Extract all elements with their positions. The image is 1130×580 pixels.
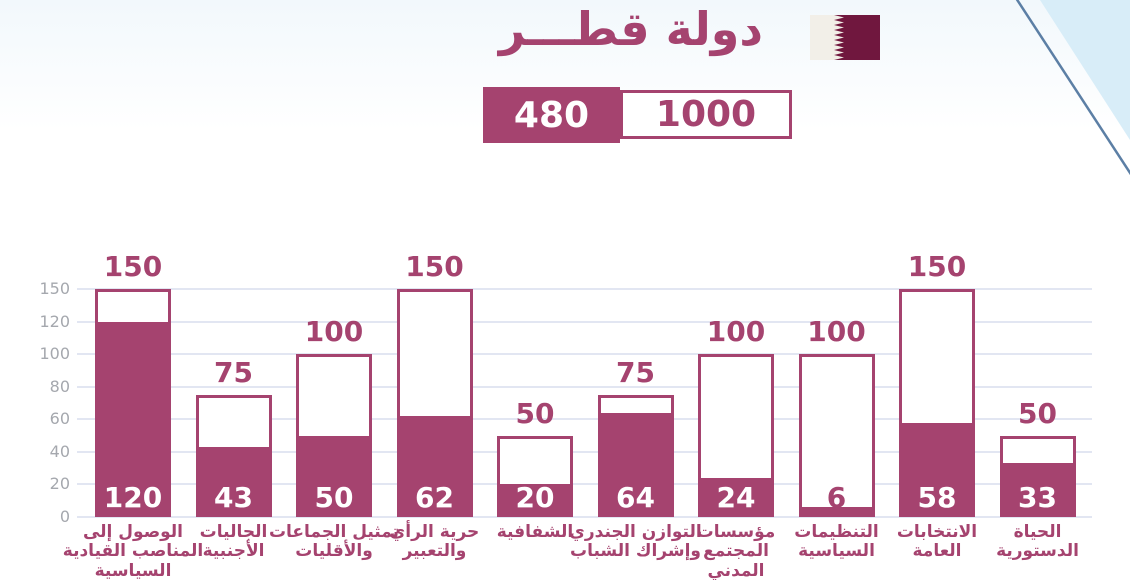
bar-value-label: 64 (616, 481, 655, 514)
qatar-flag-icon (810, 15, 880, 60)
page-title: دولة قطـــر (498, 2, 763, 56)
y-axis-tick-label: 60 (49, 409, 70, 429)
bar-value-label: 120 (103, 481, 163, 514)
bar-value-label: 58 (917, 481, 957, 514)
gridline (77, 288, 1092, 290)
bar-fill (999, 463, 1076, 517)
bar-fill (597, 412, 674, 517)
gridline (77, 320, 1092, 323)
bar-category-label: حرية الرأي والتعبير (389, 522, 480, 562)
gridline (77, 450, 1092, 453)
gridline (77, 385, 1092, 388)
bar-category-label: الشفافية (496, 522, 574, 542)
y-axis-tick-label: 0 (59, 507, 70, 526)
gridline (77, 483, 1092, 486)
y-axis-tick-label: 120 (39, 311, 70, 331)
y-axis-tick-label: 20 (49, 474, 70, 494)
corner-triangle (1040, 0, 1130, 140)
bar-max-label: 100 (304, 315, 364, 349)
score-total: 1000 (620, 90, 792, 139)
y-axis-tick-label: 80 (49, 376, 70, 396)
bar-max-label: 150 (405, 250, 464, 283)
bar-value-label: 62 (415, 481, 454, 514)
bar-fill (798, 507, 875, 517)
bar-category-label: الحياة الدستورية (996, 522, 1079, 562)
bar-max-label: 100 (706, 315, 766, 349)
bar-fill (95, 321, 171, 517)
y-axis-tick-label: 40 (49, 441, 70, 461)
gridline (77, 516, 1092, 518)
bar-value-label: 6 (826, 481, 847, 514)
bar-category-label: مؤسسات المجتمع المدني (696, 522, 776, 580)
bar-category-label: التنظيمات السياسية (794, 522, 879, 562)
bar-category-label: التوازن الجندري وإشراك الشباب (569, 522, 702, 562)
corner-decoration (1015, 0, 1130, 176)
bar-fill (296, 435, 372, 517)
bar-max-label: 75 (214, 355, 253, 389)
bar-fill (497, 484, 573, 517)
gridline (77, 418, 1092, 421)
score-achieved: 480 (483, 87, 620, 143)
bar-max-label: 100 (807, 315, 866, 349)
bar-max-label: 50 (1018, 396, 1057, 430)
bar-category-label: الوصول إلى المناصب القيادية السياسية (62, 522, 204, 580)
y-axis-tick-label: 150 (39, 279, 70, 298)
score-box: 480 1000 (483, 87, 792, 143)
bar-value-label: 43 (214, 481, 253, 514)
bar-max-label: 150 (103, 250, 163, 283)
bar-category-label: الانتخابات العامة (896, 522, 978, 562)
bar-category-label: الجاليات الأجنبية (199, 522, 268, 562)
bar-value-label: 24 (716, 481, 756, 514)
bar-value-label: 50 (314, 481, 354, 514)
y-axis-tick-label: 100 (39, 344, 70, 364)
corner-diagonal-line (1015, 0, 1130, 176)
bar-category-label: تمثيل الجماعات والأقليات (268, 522, 400, 562)
bar-value-label: 33 (1018, 481, 1057, 514)
bar-fill (195, 446, 272, 517)
bar-max-label: 75 (616, 355, 655, 389)
bar-max-label: 150 (907, 250, 967, 283)
bar-fill (899, 422, 975, 517)
gridline (77, 353, 1092, 356)
bar-fill (698, 477, 774, 517)
bar-max-label: 50 (515, 396, 555, 430)
bar-fill (396, 416, 473, 517)
bar-value-label: 20 (515, 481, 555, 514)
